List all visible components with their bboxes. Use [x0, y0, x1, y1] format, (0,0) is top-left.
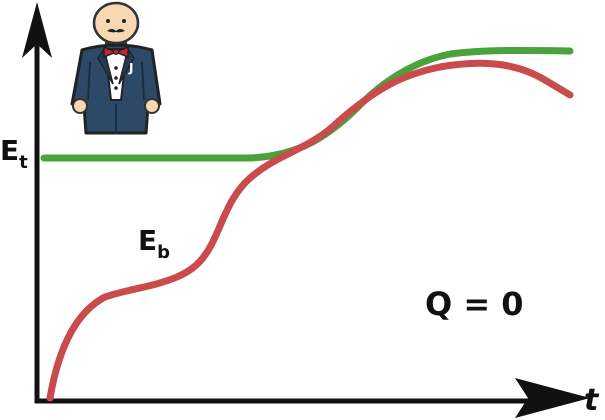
bald-man-in-tuxedo-icon: J	[70, 1, 162, 135]
top-curve-label-main: E	[0, 134, 19, 167]
y-axis-arrowhead	[22, 2, 52, 58]
x-axis-arrowhead	[515, 378, 590, 418]
badge-letter: J	[128, 61, 133, 75]
bottom-curve-label-main: E	[138, 224, 157, 257]
x-axis-label: t	[584, 383, 600, 418]
top-curve-label: Et	[0, 134, 28, 173]
condition-label: Q = 0	[425, 285, 524, 323]
bottom-curve	[46, 59, 574, 402]
bottom-curve-label: Eb	[138, 224, 170, 263]
top-curve-label-sub: t	[19, 152, 28, 173]
axes	[22, 2, 590, 418]
bottom-curve-label-sub: b	[157, 242, 170, 263]
